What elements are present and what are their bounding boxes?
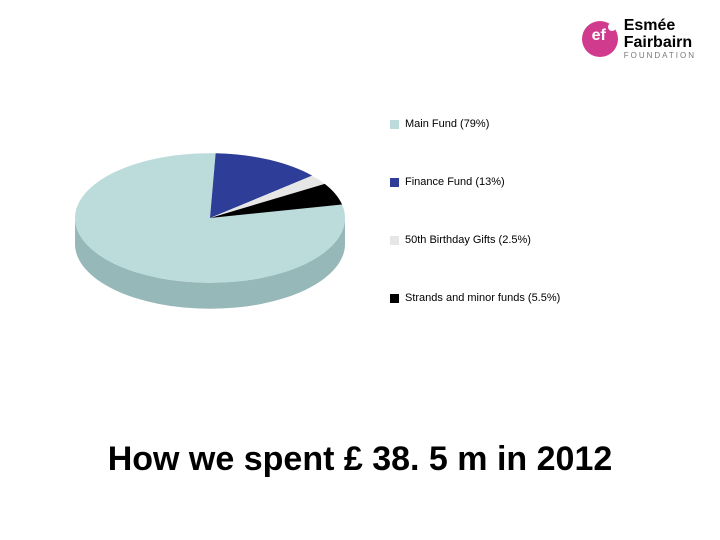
legend-item: Main Fund (79%) [390,118,670,130]
legend-label: Main Fund (79%) [405,118,489,130]
org-logo: ef Esmée Fairbairn FOUNDATION [582,18,696,60]
chart-legend: Main Fund (79%) Finance Fund (13%) 50th Bi… [390,118,670,350]
legend-label: Strands and minor funds (5.5%) [405,292,560,304]
legend-label: Finance Fund (13%) [405,176,505,188]
logo-line2: Fairbairn [624,35,696,52]
pie-svg [50,88,370,368]
logo-text: Esmée Fairbairn FOUNDATION [624,18,696,60]
legend-item: 50th Birthday Gifts (2.5%) [390,234,670,246]
logo-mark: ef [582,21,618,57]
legend-swatch [390,120,399,129]
logo-mark-text: ef [592,27,606,45]
legend-item: Strands and minor funds (5.5%) [390,292,670,304]
slide-title: How we spent £ 38. 5 m in 2012 [0,440,720,479]
logo-line3: FOUNDATION [624,52,696,60]
legend-swatch [390,178,399,187]
slide: ef Esmée Fairbairn FOUNDATION Main Fund … [0,0,720,540]
logo-line1: Esmée [624,18,696,35]
legend-swatch [390,294,399,303]
pie-chart: Main Fund (79%) Finance Fund (13%) 50th Bi… [50,88,670,388]
legend-item: Finance Fund (13%) [390,176,670,188]
legend-label: 50th Birthday Gifts (2.5%) [405,234,531,246]
legend-swatch [390,236,399,245]
